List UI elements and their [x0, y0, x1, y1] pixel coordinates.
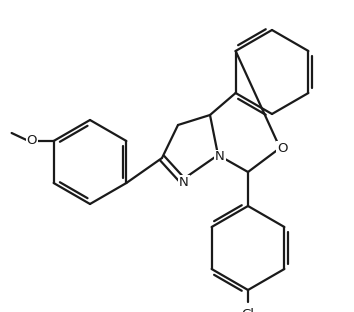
Text: O: O — [277, 142, 287, 154]
Text: Cl: Cl — [241, 308, 255, 312]
Text: N: N — [215, 150, 225, 163]
Text: O: O — [27, 134, 37, 148]
Text: N: N — [179, 175, 189, 188]
